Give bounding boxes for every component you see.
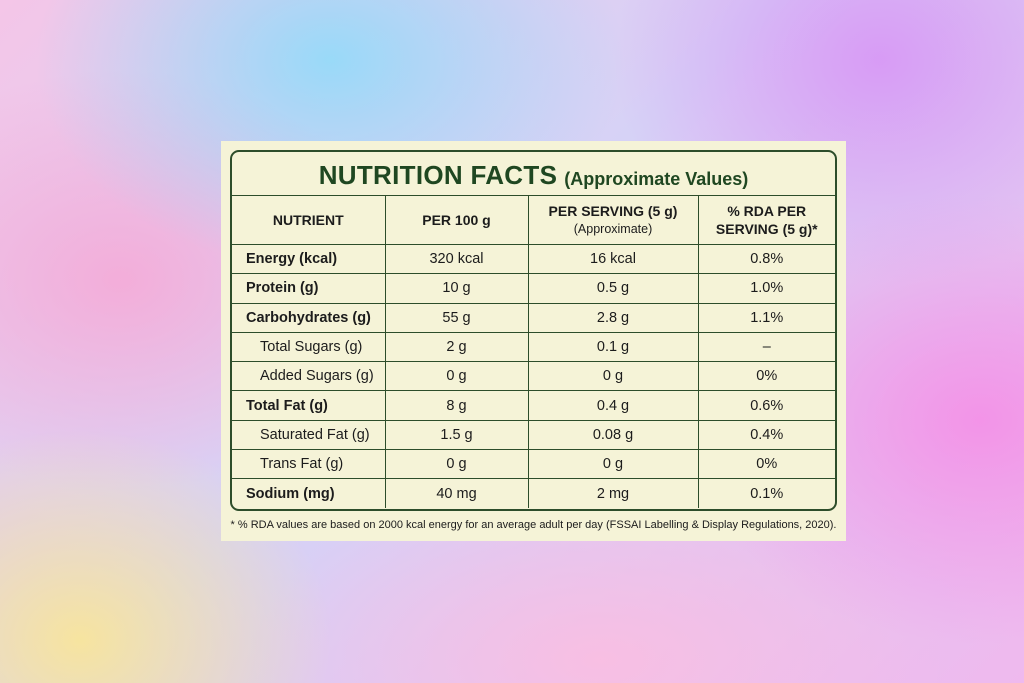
header-per-100g: PER 100 g [384, 195, 529, 245]
per-serving-cell: 0.1 g [527, 331, 699, 363]
per-serving-cell: 0.5 g [527, 273, 699, 304]
per-100g-cell: 0 g [384, 361, 529, 392]
per-100g-cell: 10 g [384, 273, 529, 304]
per-serving-cell: 2 mg [527, 478, 699, 508]
header-nutrient: NUTRIENT [232, 195, 386, 245]
rda-cell: – [697, 331, 835, 363]
nutrient-name-cell: Energy (kcal) [232, 243, 386, 275]
header-rda-line2: SERVING (5 g)* [715, 221, 818, 237]
title-main: NUTRITION FACTS [318, 160, 558, 190]
table-row: Protein (g) 10 g 0.5 g 1.0% [232, 273, 835, 304]
per-serving-cell: 2.8 g [527, 302, 699, 333]
table-header-row: NUTRIENT PER 100 g PER SERVING (5 g) (Ap… [232, 195, 835, 245]
nutrition-table: NUTRIENT PER 100 g PER SERVING (5 g) (Ap… [232, 195, 835, 508]
nutrient-name-cell: Protein (g) [232, 273, 386, 304]
nutrient-name-cell: Added Sugars (g) [232, 361, 386, 392]
per-100g-cell: 0 g [384, 449, 529, 480]
per-100g-cell: 320 kcal [384, 243, 529, 275]
nutrient-name-cell: Carbohydrates (g) [232, 302, 386, 333]
nutrient-name-cell: Total Fat (g) [232, 390, 386, 421]
per-serving-cell: 16 kcal [527, 243, 699, 275]
rda-cell: 1.0% [697, 273, 835, 304]
header-rda: % RDA PER SERVING (5 g)* [697, 195, 835, 245]
header-per-serving-label: PER SERVING (5 g) [548, 203, 678, 219]
nutrient-name-cell: Trans Fat (g) [232, 449, 386, 480]
table-row: Saturated Fat (g) 1.5 g 0.08 g 0.4% [232, 419, 835, 451]
title-sub: (Approximate Values) [564, 169, 749, 189]
rda-cell: 0.6% [697, 390, 835, 421]
rda-cell: 0.8% [697, 243, 835, 275]
rda-footnote: * % RDA values are based on 2000 kcal en… [230, 519, 837, 531]
rda-cell: 1.1% [697, 302, 835, 333]
per-serving-cell: 0.4 g [527, 390, 699, 421]
table-row: Total Sugars (g) 2 g 0.1 g – [232, 331, 835, 363]
nutrition-facts-card: NUTRITION FACTS (Approximate Values) NUT… [221, 141, 846, 541]
nutrient-name-cell: Sodium (mg) [232, 478, 386, 508]
header-per-serving: PER SERVING (5 g) (Approximate) [527, 195, 699, 245]
rda-cell: 0.4% [697, 419, 835, 451]
per-100g-cell: 40 mg [384, 478, 529, 508]
rda-cell: 0% [697, 361, 835, 392]
rda-cell: 0.1% [697, 478, 835, 508]
per-100g-cell: 55 g [384, 302, 529, 333]
nutrient-name-cell: Saturated Fat (g) [232, 419, 386, 451]
nutrient-name-cell: Total Sugars (g) [232, 331, 386, 363]
table-row: Total Fat (g) 8 g 0.4 g 0.6% [232, 390, 835, 421]
header-rda-line1: % RDA PER [727, 203, 807, 219]
table-row: Sodium (mg) 40 mg 2 mg 0.1% [232, 478, 835, 508]
per-serving-cell: 0 g [527, 361, 699, 392]
table-row: Energy (kcal) 320 kcal 16 kcal 0.8% [232, 243, 835, 275]
per-serving-cell: 0.08 g [527, 419, 699, 451]
rda-cell: 0% [697, 449, 835, 480]
per-serving-cell: 0 g [527, 449, 699, 480]
header-per-serving-note: (Approximate) [573, 222, 653, 236]
per-100g-cell: 2 g [384, 331, 529, 363]
per-100g-cell: 1.5 g [384, 419, 529, 451]
nutrition-panel: NUTRITION FACTS (Approximate Values) NUT… [230, 150, 837, 511]
table-row: Carbohydrates (g) 55 g 2.8 g 1.1% [232, 302, 835, 333]
panel-title: NUTRITION FACTS (Approximate Values) [232, 152, 835, 195]
per-100g-cell: 8 g [384, 390, 529, 421]
